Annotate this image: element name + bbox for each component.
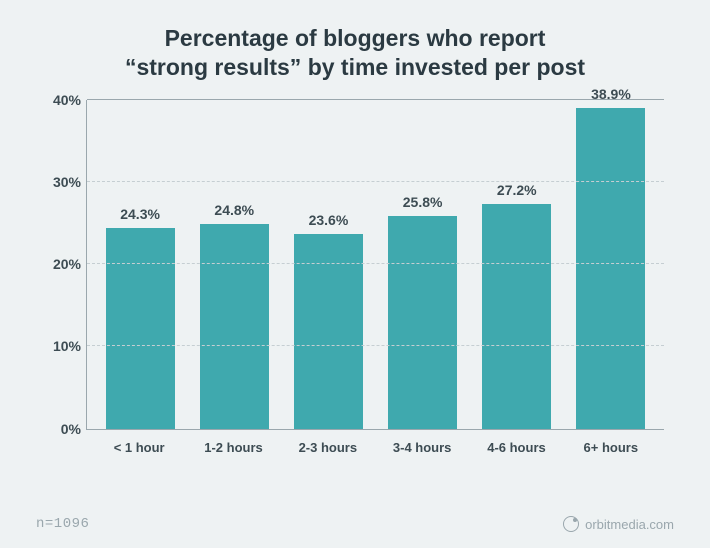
bar-slot: 24.8% (187, 224, 281, 429)
x-tick-label: 3-4 hours (375, 440, 469, 455)
bar-value-label: 25.8% (376, 194, 470, 210)
x-tick-label: 1-2 hours (186, 440, 280, 455)
chart-container: Percentage of bloggers who report “stron… (0, 0, 710, 548)
x-tick-label: 6+ hours (564, 440, 658, 455)
gridline (87, 263, 664, 264)
x-tick-label: < 1 hour (92, 440, 186, 455)
title-line-2: “strong results” by time invested per po… (125, 54, 585, 80)
x-tick-label: 2-3 hours (281, 440, 375, 455)
bar (388, 216, 457, 429)
bar-slot: 24.3% (93, 228, 187, 428)
y-tick-label: 0% (37, 421, 81, 437)
bars-group: 24.3%24.8%23.6%25.8%27.2%38.9% (87, 100, 664, 429)
bar-slot: 27.2% (470, 204, 564, 428)
grid-area: 24.3%24.8%23.6%25.8%27.2%38.9% 0%10%20%3… (86, 100, 664, 430)
bar (576, 108, 645, 429)
bar (106, 228, 175, 428)
y-tick-label: 20% (37, 256, 81, 272)
x-axis-labels: < 1 hour1-2 hours2-3 hours3-4 hours4-6 h… (86, 440, 664, 455)
bar-value-label: 24.3% (93, 206, 187, 222)
gridline (87, 345, 664, 346)
y-tick-label: 30% (37, 174, 81, 190)
gridline (87, 181, 664, 182)
bar-slot: 38.9% (564, 108, 658, 429)
chart-title: Percentage of bloggers who report “stron… (36, 24, 674, 82)
plot-area: 24.3%24.8%23.6%25.8%27.2%38.9% 0%10%20%3… (86, 100, 664, 455)
gridline (87, 99, 664, 100)
y-tick-label: 40% (37, 92, 81, 108)
bar-slot: 25.8% (376, 216, 470, 429)
brand-attribution: orbitmedia.com (563, 516, 674, 532)
brand-text: orbitmedia.com (585, 517, 674, 532)
bar (482, 204, 551, 428)
x-tick-label: 4-6 hours (469, 440, 563, 455)
sample-size-label: n=1096 (36, 516, 89, 532)
bar (200, 224, 269, 429)
y-tick-label: 10% (37, 338, 81, 354)
chart-footer: n=1096 orbitmedia.com (36, 516, 674, 532)
bar-value-label: 24.8% (187, 202, 281, 218)
title-line-1: Percentage of bloggers who report (165, 25, 546, 51)
bar-value-label: 27.2% (470, 182, 564, 198)
bar-value-label: 23.6% (281, 212, 375, 228)
brand-icon (563, 516, 579, 532)
